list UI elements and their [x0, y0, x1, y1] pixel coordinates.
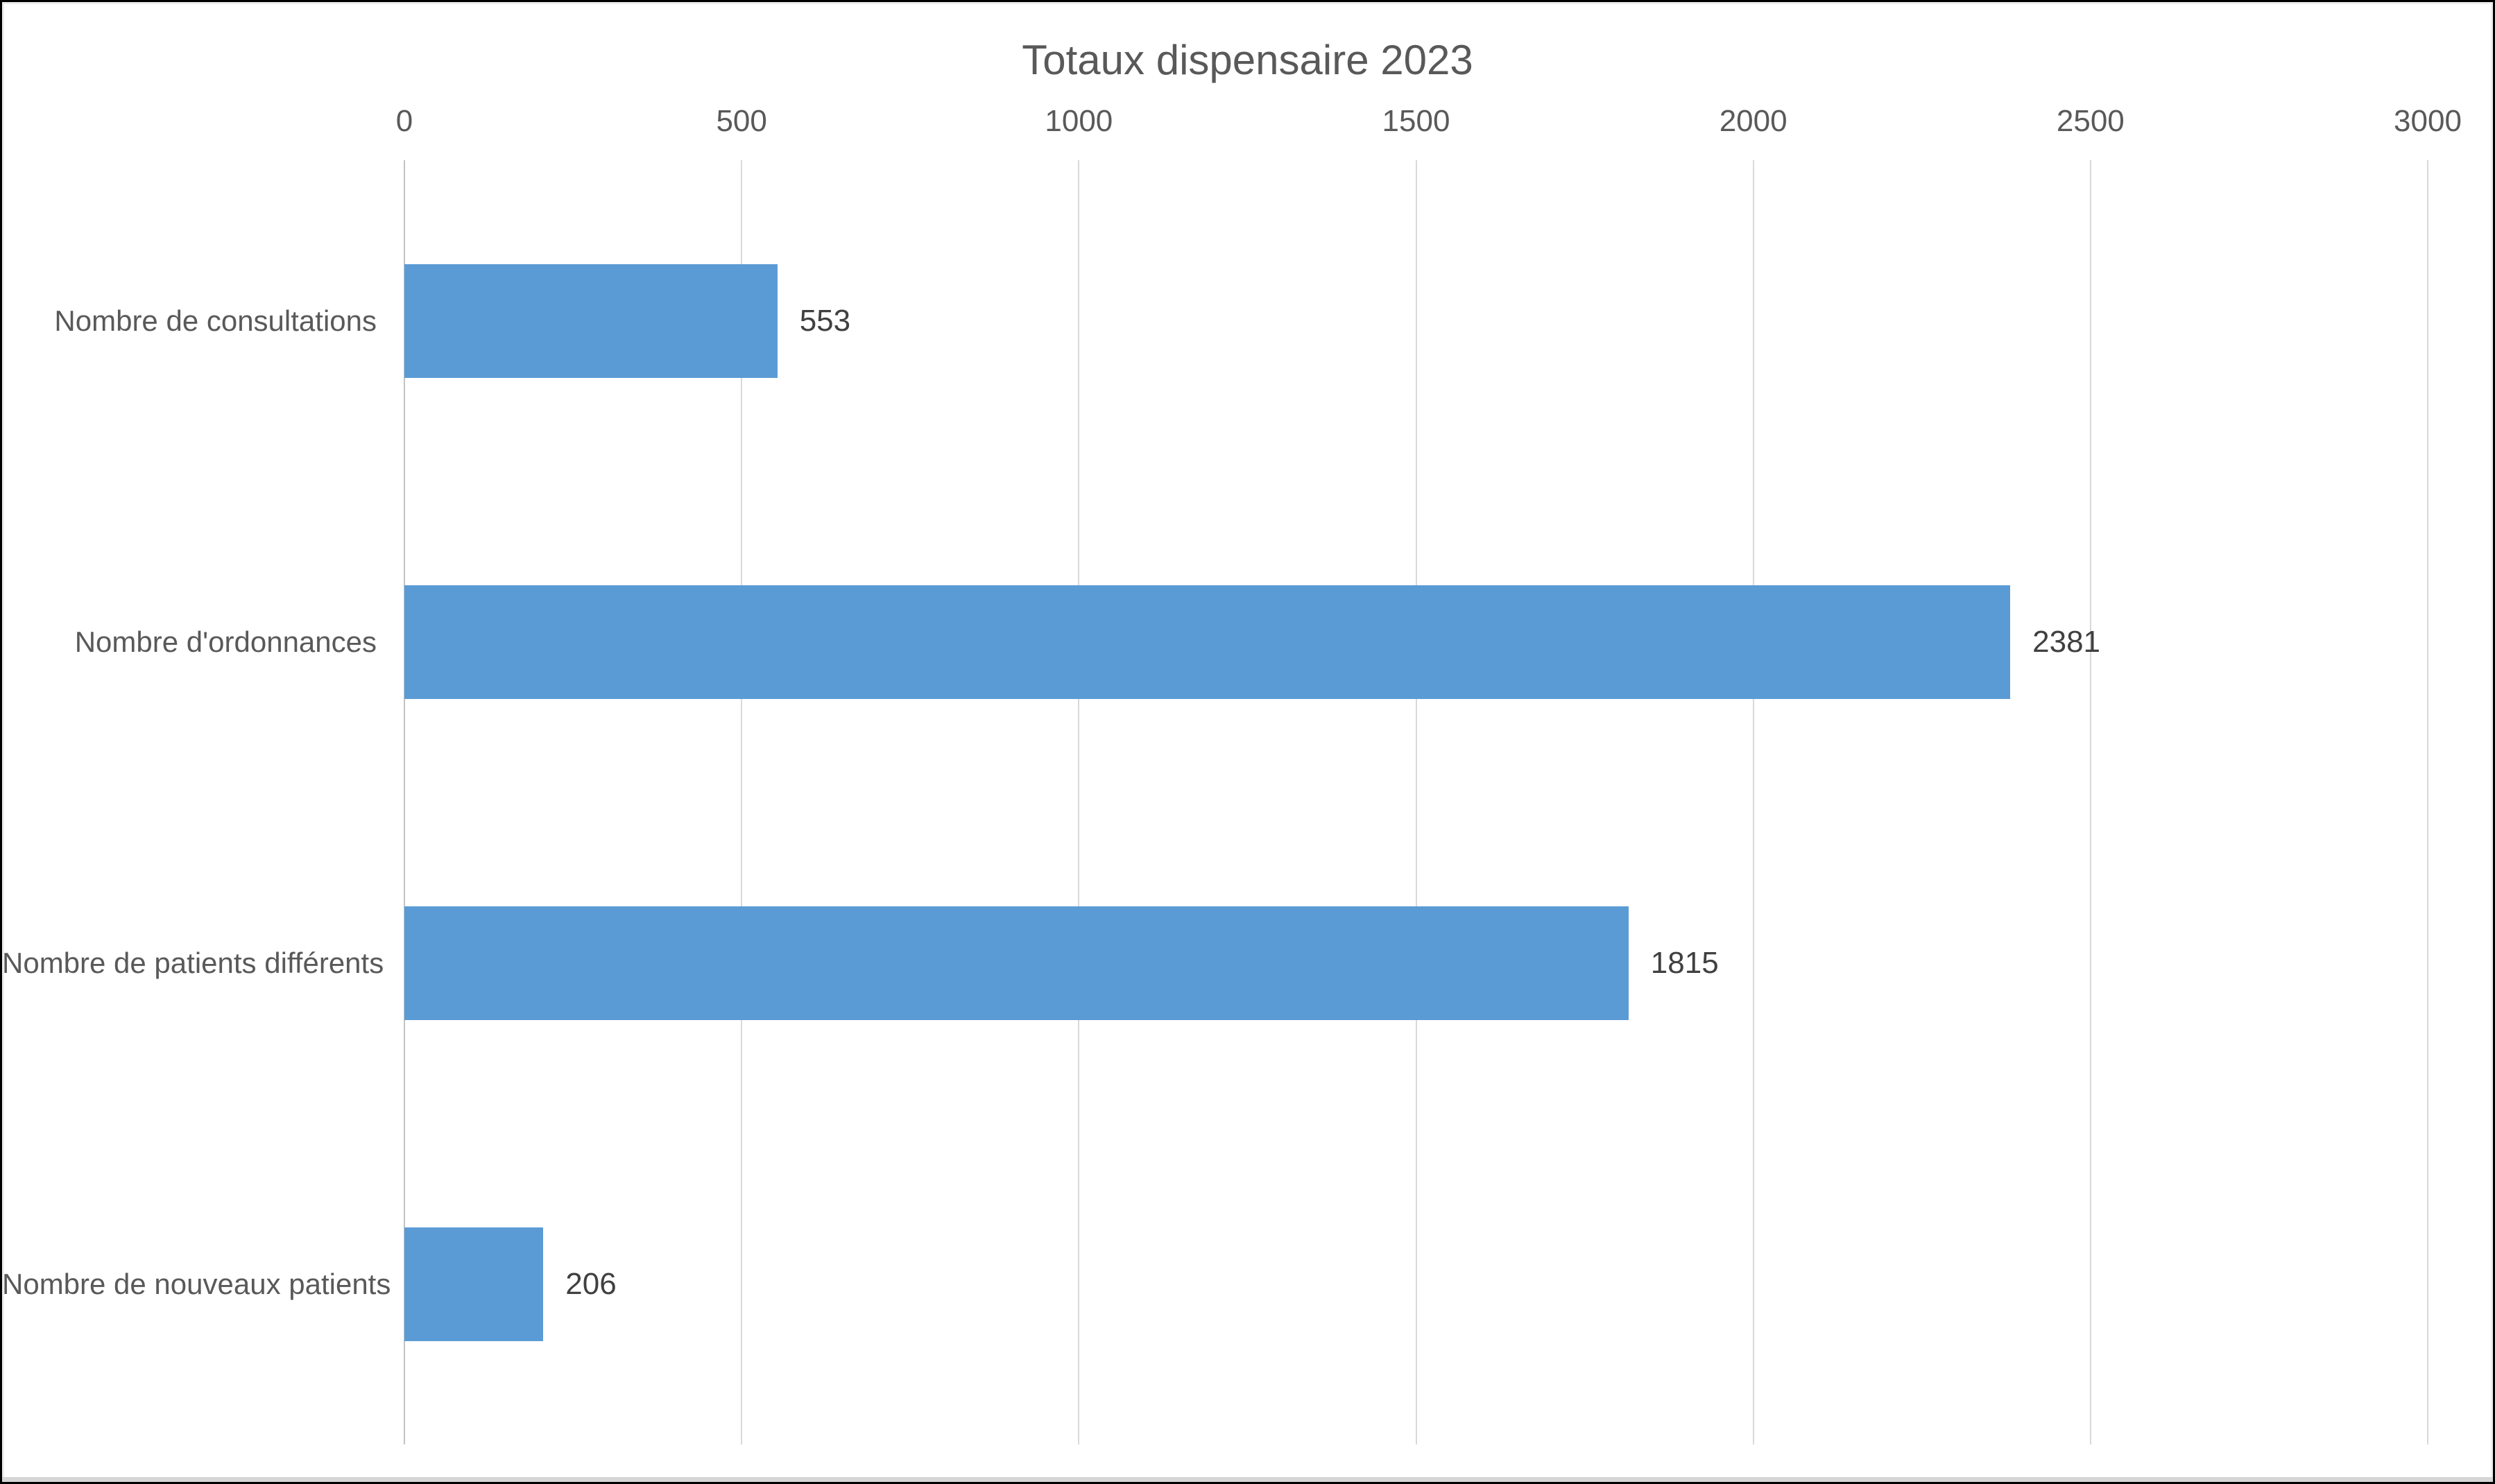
- chart-title: Totaux dispensaire 2023: [1022, 37, 1473, 83]
- gridline-2500: [2089, 160, 2091, 1444]
- x-tick-label-1000: 1000: [1045, 104, 1113, 138]
- gridline-0: [404, 160, 405, 1444]
- x-tick-label-0: 0: [395, 104, 413, 138]
- value-label-1: 2381: [2032, 624, 2101, 659]
- x-tick-label-2000: 2000: [1719, 104, 1787, 138]
- gridline-1500: [1415, 160, 1417, 1444]
- value-label-2: 1815: [1650, 945, 1719, 980]
- x-tick-label-3000: 3000: [2394, 104, 2462, 138]
- bar-1: [404, 585, 2011, 699]
- x-tick-label-2500: 2500: [2056, 104, 2125, 138]
- x-tick-label-500: 500: [716, 104, 767, 138]
- value-label-0: 553: [799, 303, 851, 338]
- bar-3: [404, 1227, 544, 1341]
- category-label-2: Nombre de patients différents: [2, 946, 384, 979]
- category-label-1: Nombre d'ordonnances: [74, 625, 377, 658]
- gridline-3000: [2427, 160, 2428, 1444]
- x-tick-label-1500: 1500: [1382, 104, 1450, 138]
- value-label-3: 206: [565, 1266, 617, 1301]
- gridline-1000: [1078, 160, 1080, 1444]
- gridline-500: [741, 160, 743, 1444]
- bar-0: [404, 264, 778, 378]
- category-label-3: Nombre de nouveaux patients: [2, 1267, 391, 1300]
- plot-area: [404, 160, 2428, 1444]
- bar-2: [404, 906, 1629, 1020]
- gridline-2000: [1752, 160, 1754, 1444]
- category-label-0: Nombre de consultations: [54, 304, 377, 337]
